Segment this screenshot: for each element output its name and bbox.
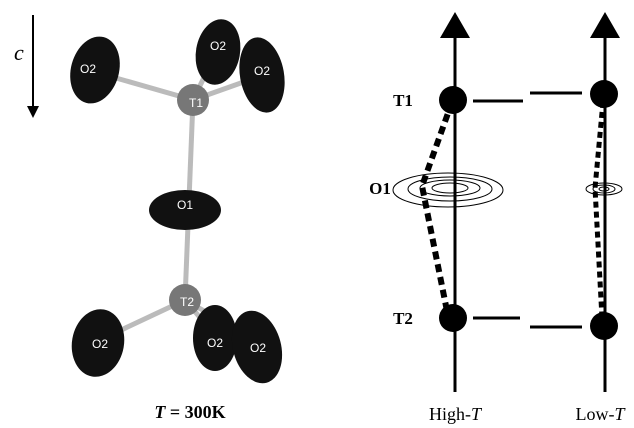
caption-var: T xyxy=(471,404,483,424)
caption-var: T xyxy=(614,404,626,424)
site-label: T2 xyxy=(393,309,413,328)
contours-high xyxy=(393,173,503,207)
caption-prefix: Low- xyxy=(575,404,614,424)
atom-label: T1 xyxy=(189,96,203,110)
t2-site xyxy=(590,312,618,340)
caption: Low-T xyxy=(575,404,626,424)
t1-site xyxy=(439,86,467,114)
atom-label: O2 xyxy=(80,62,96,76)
figure: c O2 O2 O2 T1 O1 T2 O2 O2 O2 T = 300K xyxy=(0,0,634,428)
atom-label: O2 xyxy=(210,39,226,53)
caption: High-T xyxy=(429,404,483,424)
arrowhead xyxy=(440,12,470,38)
t2-site xyxy=(439,304,467,332)
levels xyxy=(473,93,582,327)
atom-label: O2 xyxy=(254,64,270,78)
caption-prefix: High- xyxy=(429,404,471,424)
caption: T = 300K xyxy=(154,402,225,422)
atom-label: T2 xyxy=(180,295,194,309)
site-label: T1 xyxy=(393,91,413,110)
bond-high xyxy=(422,102,452,316)
atom-label: O2 xyxy=(92,337,108,351)
c-label: c xyxy=(14,40,24,65)
right-panel: T1 O1 T2 High-T Low-T xyxy=(369,12,626,424)
atom-label: O2 xyxy=(250,341,266,355)
left-panel: c O2 O2 O2 T1 O1 T2 O2 O2 O2 T = 300K xyxy=(14,15,290,422)
c-arrowhead xyxy=(27,106,39,118)
atom-label: O1 xyxy=(177,198,193,212)
atom-label: O2 xyxy=(207,336,223,350)
arrowhead xyxy=(590,12,620,38)
bond-low xyxy=(595,102,603,318)
site-label: O1 xyxy=(369,179,391,198)
caption-rest: = 300K xyxy=(165,402,225,422)
t1-site xyxy=(590,80,618,108)
